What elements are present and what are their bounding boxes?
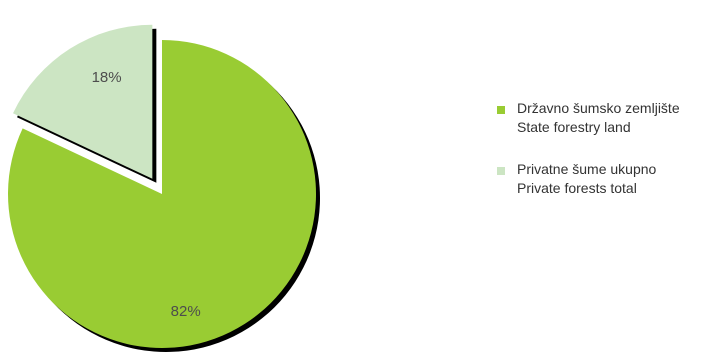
legend-swatch-2	[497, 167, 505, 175]
legend-item-1: Državno šumsko zemljište State forestry l…	[497, 100, 680, 135]
legend: Državno šumsko zemljište State forestry l…	[497, 100, 680, 196]
legend-swatch-1	[497, 106, 505, 114]
slice-labels: 82% 18%	[92, 69, 201, 320]
legend-label-1: Državno šumsko zemljište	[517, 100, 680, 116]
data-label-1: 82%	[171, 303, 201, 320]
data-label-2: 18%	[92, 69, 122, 86]
legend-label-2: Privatne šume ukupno	[517, 161, 657, 177]
legend-sublabel-1: State forestry land	[517, 119, 631, 135]
slices	[8, 24, 317, 348]
legend-sublabel-2: Private forests total	[517, 180, 637, 196]
pie-slice-1	[8, 40, 317, 348]
pie-slice-2	[13, 24, 153, 179]
legend-item-2: Privatne šume ukupno Private forests tota…	[497, 161, 657, 196]
